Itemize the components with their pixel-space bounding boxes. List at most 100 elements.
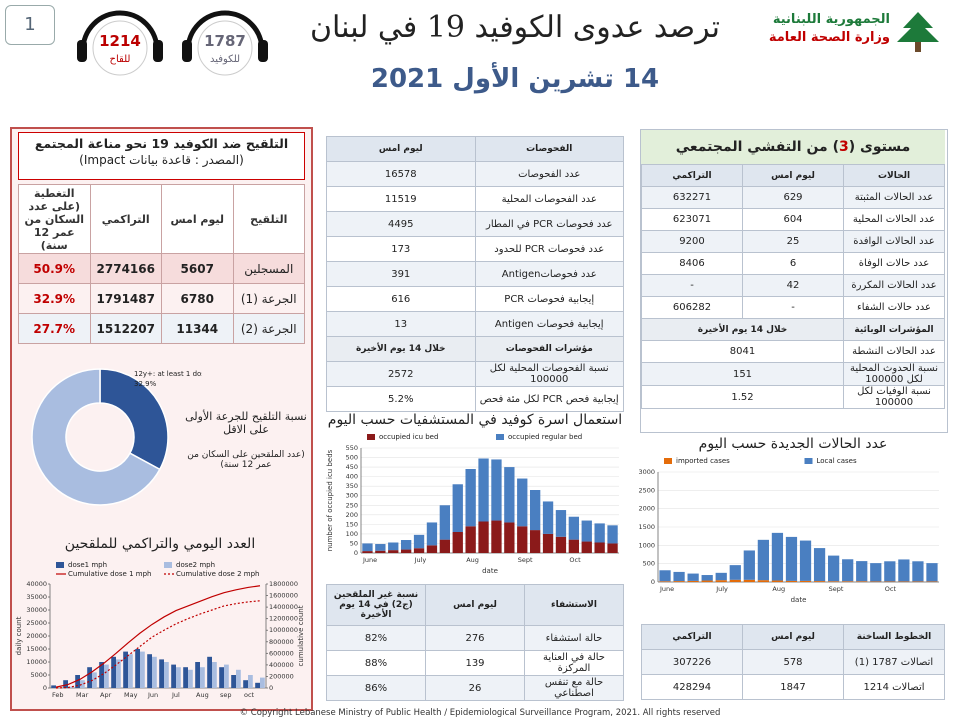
bar [207,656,212,688]
legend-swatch [664,458,672,464]
table-cell: 5607 [161,253,234,284]
donut-chart: 12y+: at least 1 dose 32.9% [31,368,202,506]
community-title: مستوى (3) من التفشي المجتمعي [641,130,945,164]
bar [870,581,882,582]
bar [856,581,868,582]
bar [504,467,515,523]
table-row: حالة مع تنفس اصطناعي 26 86% [326,675,624,701]
header-cell: خلال 14 يوم الأخيرة [641,318,844,341]
x-tick-label: Oct [569,556,581,564]
bar [504,522,515,553]
table-cell: عدد فحوصاتAntigen [474,261,624,287]
y2-tick-label: 1000000 [269,626,298,634]
bar [236,669,241,688]
table-cell: إيجابية فحوصات Antigen [474,311,624,337]
table-cell: 11344 [161,313,234,344]
x-tick-label: Aug [466,556,479,564]
table-cell: 16578 [326,161,476,187]
table-cell: 25 [742,230,844,253]
bar [400,549,412,553]
bar [478,521,489,553]
bar [413,534,425,549]
chart-title: العدد اليومي والتراكمي للملقحين [64,536,256,552]
table-cell: 604 [742,208,844,231]
table-cell: اتصالات 1214 [843,674,945,700]
table-cell: 8041 [641,340,844,363]
x-tick-label: Mar [76,691,89,699]
table-cell: عدد الحالات النشطة [843,340,945,363]
bar [128,654,133,688]
table-cell: 88% [326,650,426,676]
table-cell: عدد الحالات المكررة [843,274,945,297]
y2-tick-label: 200000 [269,672,294,680]
header-cell: التراكمي [641,624,743,650]
table-cell: الجرعة (2) [232,313,305,344]
header-cell: نسبة غير الملقحين (ج2) في 14 يوم الأخيرة [326,584,426,626]
bar [116,659,121,688]
table-cell: 1.52 [641,385,844,409]
x-axis-label: date [482,567,498,575]
table-row: الجرعة (1) 6780 1791487 32.9% [18,283,305,314]
title-part: مستوى ( [848,139,911,155]
x-tick-label: Sept [829,585,844,593]
x-tick-label: Jun [147,691,158,699]
bar [594,542,605,553]
bar [231,675,236,688]
bar [757,580,769,582]
table-cell: 173 [326,236,476,262]
hotline-icons: 1214 للقاح 1787 للكوفيد [77,10,268,76]
tests-table: الفحوصات ليوم امس عدد الفحوصات 16578 عدد الف… [326,136,624,412]
table-row: عدد الفحوصات 16578 [326,161,624,187]
table-cell: إيجابية فحص PCR لكل مئة فحص [474,386,624,412]
y-tick-label: 0 [354,549,358,557]
table-cell: 50.9% [18,253,91,284]
y-tick-label: 30000 [26,606,47,614]
header-cell: التراكمي [89,184,162,254]
bar [529,490,541,531]
y-axis-label: daily count [15,616,23,655]
bar [224,664,229,688]
table-cell: 307226 [641,649,743,675]
bar [413,548,425,553]
table-cell: اتصالات 1787 (1) [843,649,945,675]
y-tick-label: 2500 [638,486,655,494]
table-cell: 1847 [742,674,844,700]
bar [581,520,592,542]
y-tick-label: 0 [651,578,655,586]
bar [842,559,854,582]
y2-tick-label: 1800000 [269,580,298,588]
bar [687,580,699,582]
table-cell: 1512207 [89,313,162,344]
y-tick-label: 500 [643,560,655,568]
x-tick-label: Sept [518,556,533,564]
table-cell: 2774166 [89,253,162,284]
table-cell: 1791487 [89,283,162,314]
bar [388,542,399,551]
y-tick-label: 0 [43,684,47,692]
y-tick-label: 25000 [26,619,47,627]
table-cell: - [742,296,844,319]
vaccination-source: (المصدر : قاعدة بيانات Impact) [79,153,244,167]
x-tick-label: Aug [196,691,209,699]
bar [68,686,73,688]
table-row: عدد الحالات الوافدة 25 9200 [641,230,945,253]
bar [568,516,580,540]
y-tick-label: 350 [346,482,358,490]
table-cell: 6 [742,252,844,275]
y2-tick-label: 600000 [269,649,294,657]
bar [171,664,176,688]
y2-tick-label: 1400000 [269,603,298,611]
y-tick-label: 250 [346,501,358,509]
table-row: حالة في العناية المركزة 139 88% [326,650,624,676]
x-tick-label: July [414,556,427,564]
y-tick-label: 200 [346,511,358,519]
ministry-line: وزارة الصحة العامة [768,30,890,45]
bar [771,532,784,581]
community-table: الحالات ليوم امس التراكمي عدد الحالات المثب… [641,164,945,409]
bar [80,680,85,688]
table-cell: 623071 [641,208,743,231]
bar [673,571,685,582]
bar [542,533,554,553]
y2-tick-label: 800000 [269,638,294,646]
slice-value-label: 32.9% [134,380,157,388]
